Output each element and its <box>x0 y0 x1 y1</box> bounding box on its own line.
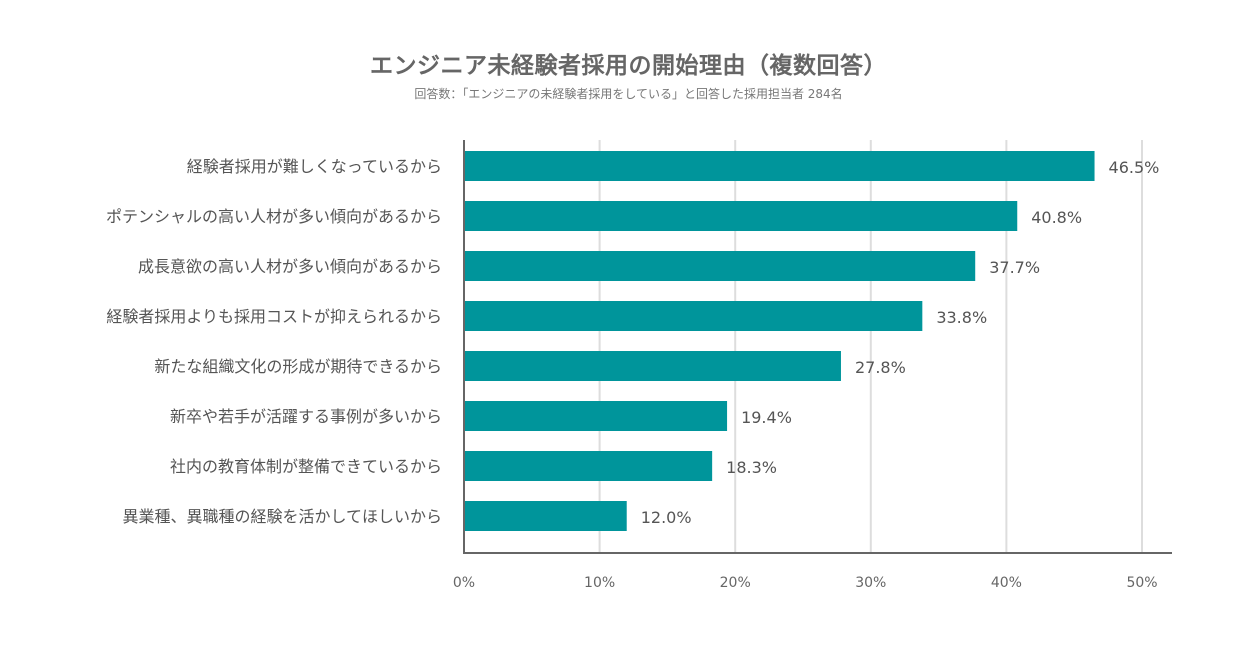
value-label-2: 40.8% <box>1031 208 1082 227</box>
bar-7 <box>464 451 713 481</box>
bar-8 <box>464 501 627 531</box>
bar-1 <box>464 151 1095 181</box>
bar-5 <box>464 351 841 381</box>
category-label-6: 新卒や若手が活躍する事例が多いから <box>170 407 442 426</box>
category-label-4: 経験者採用よりも採用コストが抑えられるから <box>106 307 442 326</box>
category-label-7: 社内の教育体制が整備できているから <box>170 457 442 476</box>
value-label-6: 19.4% <box>741 408 792 427</box>
chart-title: エンジニア未経験者採用の開始理由（複数回答） <box>370 53 887 79</box>
value-label-3: 37.7% <box>989 258 1040 277</box>
bar-2 <box>464 201 1018 231</box>
category-label-5: 新たな組織文化の形成が期待できるから <box>154 357 442 376</box>
bar-6 <box>464 401 728 431</box>
category-label-2: ポテンシャルの高い人材が多い傾向があるから <box>106 207 442 226</box>
category-label-3: 成長意欲の高い人材が多い傾向があるから <box>138 257 442 276</box>
bar-3 <box>464 251 976 281</box>
x-tick-label-20: 20% <box>720 575 751 591</box>
x-tick-label-40: 40% <box>991 575 1022 591</box>
value-label-8: 12.0% <box>641 508 692 527</box>
category-label-8: 異業種、異職種の経験を活かしてほしいから <box>122 507 442 526</box>
bar-4 <box>464 301 923 331</box>
x-tick-label-50: 50% <box>1126 575 1157 591</box>
value-label-5: 27.8% <box>855 358 906 377</box>
x-tick-label-10: 10% <box>584 575 615 591</box>
x-tick-label-0: 0% <box>453 575 475 591</box>
value-label-4: 33.8% <box>936 308 987 327</box>
chart-subtitle: 回答数：「エンジニアの未経験者採用をしている」と回答した採用担当者 284名 <box>414 87 843 101</box>
category-label-1: 経験者採用が難しくなっているから <box>187 157 442 176</box>
x-tick-label-30: 30% <box>855 575 886 591</box>
value-label-1: 46.5% <box>1109 158 1160 177</box>
value-label-7: 18.3% <box>726 458 777 477</box>
